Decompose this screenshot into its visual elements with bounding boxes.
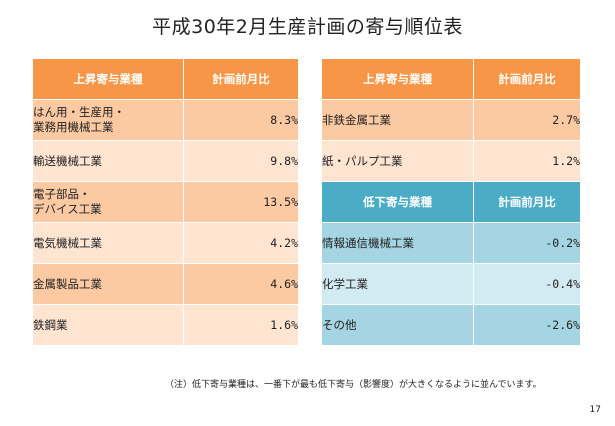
footnote: （注）低下寄与業種は、一番下が最も低下寄与（影響度）が大きくなるように並んでいま…	[165, 380, 542, 390]
table-row: 非鉄金属工業 2.7%	[322, 100, 580, 141]
ratio-cell: 4.2%	[183, 223, 298, 264]
table-row: 紙・パルプ工業 1.2%	[322, 141, 580, 182]
table-header-row: 上昇寄与業種 計画前月比	[322, 59, 580, 100]
ratio-cell: -2.6%	[473, 305, 580, 346]
industry-cell: 化学工業	[322, 264, 473, 305]
table-row: 金属製品工業 4.6%	[33, 264, 298, 305]
column-header-industry-decrease: 低下寄与業種	[322, 182, 473, 223]
table-row: 輸送機械工業 9.8%	[33, 141, 298, 182]
table-header-row-decrease: 低下寄与業種 計画前月比	[322, 182, 580, 223]
ratio-cell: -0.4%	[473, 264, 580, 305]
industry-cell: はん用・生産用・ 業務用機械工業	[33, 100, 183, 141]
ratio-cell: 8.3%	[183, 100, 298, 141]
ratio-cell: 1.6%	[183, 305, 298, 346]
table-row: 鉄鋼業 1.6%	[33, 305, 298, 346]
industry-cell: 情報通信機械工業	[322, 223, 473, 264]
table-row: 化学工業 -0.4%	[322, 264, 580, 305]
ratio-cell: 4.6%	[183, 264, 298, 305]
industry-cell: その他	[322, 305, 473, 346]
industry-cell: 金属製品工業	[33, 264, 183, 305]
industry-cell: 輸送機械工業	[33, 141, 183, 182]
industry-cell: 紙・パルプ工業	[322, 141, 473, 182]
column-header-industry: 上昇寄与業種	[322, 59, 473, 100]
page-title: 平成30年2月生産計画の寄与順位表	[152, 16, 463, 38]
industry-cell: 電子部品・ デバイス工業	[33, 182, 183, 223]
table-row: 電子部品・ デバイス工業 13.5%	[33, 182, 298, 223]
ratio-cell: 13.5%	[183, 182, 298, 223]
table-row: その他 -2.6%	[322, 305, 580, 346]
contribution-table-right: 上昇寄与業種 計画前月比 非鉄金属工業 2.7% 紙・パルプ工業 1.2% 低下…	[322, 59, 580, 346]
column-header-ratio: 計画前月比	[473, 59, 580, 100]
industry-cell: 鉄鋼業	[33, 305, 183, 346]
industry-cell: 非鉄金属工業	[322, 100, 473, 141]
ratio-cell: -0.2%	[473, 223, 580, 264]
increase-contribution-table: 上昇寄与業種 計画前月比 はん用・生産用・ 業務用機械工業 8.3% 輸送機械工…	[33, 59, 298, 346]
ratio-cell: 1.2%	[473, 141, 580, 182]
column-header-ratio: 計画前月比	[183, 59, 298, 100]
table-row: 電気機械工業 4.2%	[33, 223, 298, 264]
page-number: 17	[589, 405, 601, 415]
ratio-cell: 2.7%	[473, 100, 580, 141]
table-row: はん用・生産用・ 業務用機械工業 8.3%	[33, 100, 298, 141]
table-header-row: 上昇寄与業種 計画前月比	[33, 59, 298, 100]
column-header-ratio-decrease: 計画前月比	[473, 182, 580, 223]
industry-cell: 電気機械工業	[33, 223, 183, 264]
column-header-industry: 上昇寄与業種	[33, 59, 183, 100]
table-row: 情報通信機械工業 -0.2%	[322, 223, 580, 264]
ratio-cell: 9.8%	[183, 141, 298, 182]
